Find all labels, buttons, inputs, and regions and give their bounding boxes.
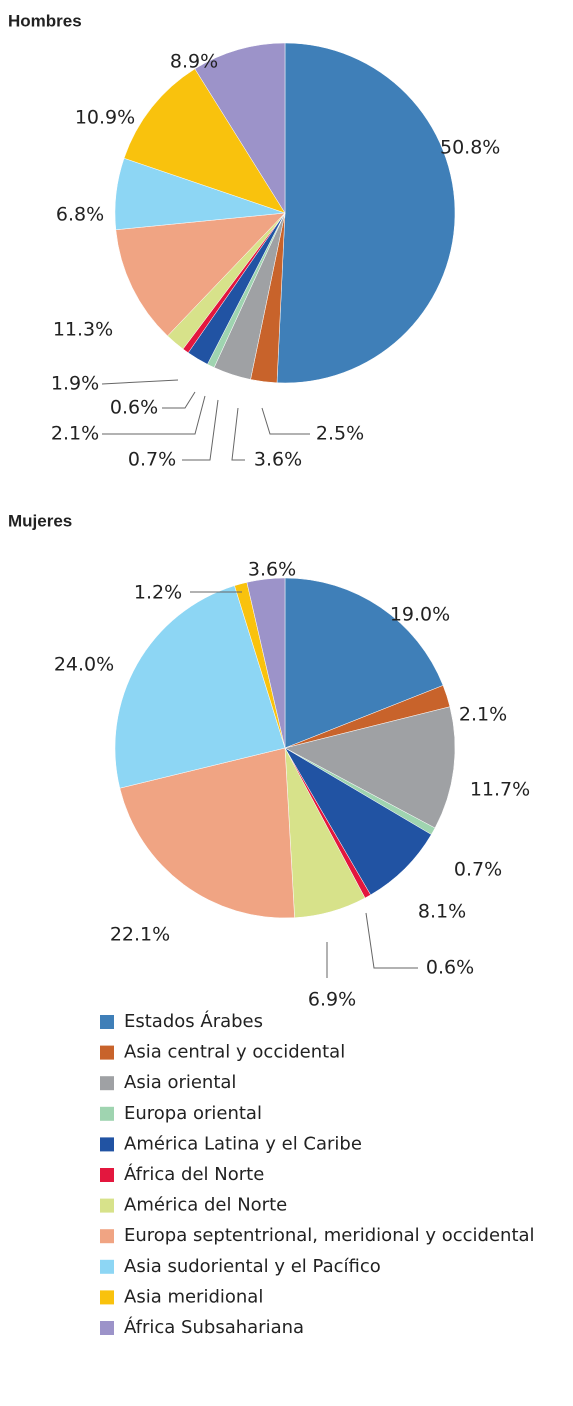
pie-slice [284, 706, 456, 829]
legend-label: Europa oriental [124, 1103, 262, 1124]
data-label: 11.3% [53, 319, 113, 341]
leader-line [261, 407, 310, 435]
legend-swatch [100, 1229, 114, 1244]
data-label: 10.9% [75, 107, 135, 129]
leader-line [162, 391, 196, 409]
legend-label: Estados Árabes [124, 1010, 263, 1032]
legend-label: Asia sudoriental y el Pacífico [124, 1256, 381, 1277]
legend-swatch [100, 1198, 114, 1213]
leader-line [365, 912, 418, 969]
legend-label: América del Norte [124, 1195, 287, 1216]
data-label: 8.9% [170, 51, 218, 73]
legend-swatch [100, 1321, 114, 1335]
legend-label: Asia central y occidental [124, 1042, 345, 1063]
data-label: 3.6% [254, 449, 302, 471]
legend-swatch [100, 1076, 114, 1091]
data-label: 22.1% [110, 924, 170, 946]
legend-swatch [100, 1106, 114, 1121]
data-label: 1.9% [51, 373, 99, 395]
data-label: 6.9% [308, 989, 356, 1011]
data-label: 24.0% [54, 654, 114, 676]
data-label: 0.6% [426, 957, 474, 979]
data-label: 11.7% [470, 779, 530, 801]
data-label: 0.6% [110, 397, 158, 419]
data-label: 0.7% [454, 859, 502, 881]
pie-slice [284, 577, 444, 749]
data-label: 19.0% [390, 604, 450, 626]
legend-label: América Latina y el Caribe [124, 1133, 362, 1154]
pie-slice [123, 68, 286, 214]
legend-swatch [100, 1290, 114, 1305]
pie-slice [194, 42, 286, 214]
legend-label: Asia oriental [124, 1072, 236, 1093]
legend-label: Europa septentrional, meridional y occid… [124, 1225, 535, 1246]
pie-slice [276, 42, 456, 384]
legend-swatch [100, 1015, 114, 1029]
legend-label: África del Norte [124, 1163, 264, 1185]
chart-title: Mujeres [8, 511, 72, 530]
data-label: 50.8% [440, 137, 500, 159]
data-label: 3.6% [248, 559, 296, 581]
legend-swatch [100, 1168, 114, 1182]
pie-slice [114, 585, 286, 789]
data-label: 2.1% [459, 704, 507, 726]
legend-swatch [100, 1045, 114, 1060]
data-label: 8.1% [418, 901, 466, 923]
data-label: 1.2% [134, 582, 182, 604]
legend-swatch [100, 1137, 114, 1152]
data-label: 2.1% [51, 423, 99, 445]
legend-label: África Subsahariana [124, 1316, 304, 1338]
legend-label: Asia meridional [124, 1286, 263, 1307]
leader-line [182, 399, 219, 461]
data-label: 2.5% [316, 423, 364, 445]
legend-swatch [100, 1259, 114, 1274]
leader-line [101, 379, 179, 385]
leader-line [102, 395, 206, 435]
pie-slice [115, 212, 286, 337]
data-label: 0.7% [128, 449, 176, 471]
pie-slice [119, 747, 295, 919]
pie-slice [246, 577, 286, 749]
chart-title: Hombres [8, 11, 82, 30]
leader-line [231, 407, 245, 461]
data-label: 6.8% [56, 204, 104, 226]
